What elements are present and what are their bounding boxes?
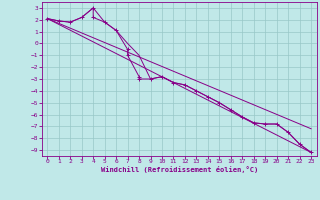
X-axis label: Windchill (Refroidissement éolien,°C): Windchill (Refroidissement éolien,°C) [100, 166, 258, 173]
